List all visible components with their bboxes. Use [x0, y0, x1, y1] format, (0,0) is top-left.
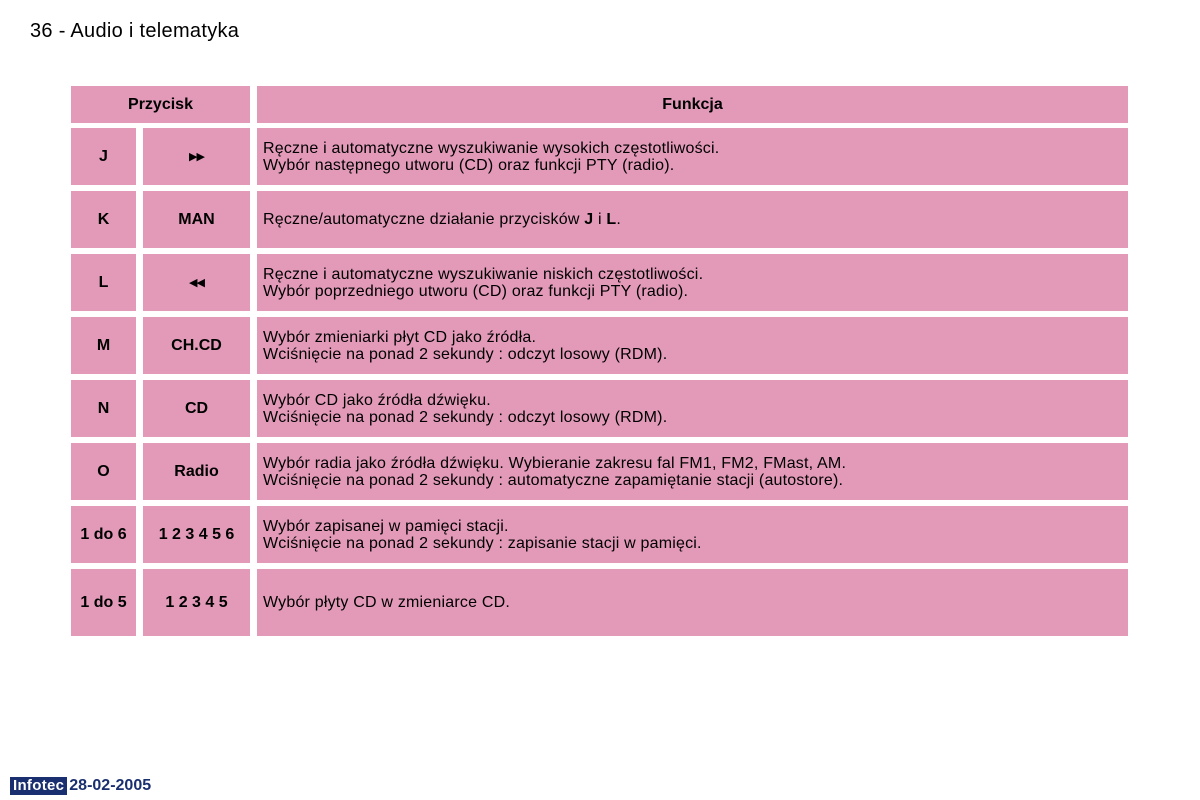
row-function: Ręczne i automatyczne wyszukiwanie wysok… [257, 128, 1128, 185]
row-key: 1 do 6 [71, 506, 136, 563]
row-function: Wybór zmieniarki płyt CD jako źródła. Wc… [257, 317, 1128, 374]
page-header: 36 - Audio i telematyka [30, 20, 240, 42]
function-line: Wybór zmieniarki płyt CD jako źródła. [263, 328, 537, 346]
function-line: Wciśnięcie na ponad 2 sekundy : odczyt l… [263, 408, 668, 426]
function-key-l: L [606, 211, 617, 228]
function-line: Wybór zapisanej w pamięci stacji. [263, 517, 509, 535]
row-key: M [71, 317, 136, 374]
infotec-logo: Infotec [10, 777, 68, 795]
function-line: Wybór radia jako źródła dźwięku. Wybiera… [263, 454, 847, 472]
header-function: Funkcja [257, 86, 1128, 123]
function-line: Wciśnięcie na ponad 2 sekundy : zapisani… [263, 534, 702, 552]
row-button: Radio [143, 443, 250, 500]
row-function: Wybór radia jako źródła dźwięku. Wybiera… [257, 443, 1128, 500]
function-line: Wybór poprzedniego utworu (CD) oraz funk… [263, 282, 689, 300]
row-key: 1 do 5 [71, 569, 136, 636]
row-function: Wybór zapisanej w pamięci stacji. Wciśni… [257, 506, 1128, 563]
row-function: Wybór płyty CD w zmieniarce CD. [257, 569, 1128, 636]
function-text: Ręczne/automatyczne działanie przycisków [263, 211, 585, 228]
row-function: Ręczne i automatyczne wyszukiwanie niski… [257, 254, 1128, 311]
row-key: N [71, 380, 136, 437]
row-button: ▶▶ [143, 128, 250, 185]
function-line: Wybór CD jako źródła dźwięku. [263, 391, 491, 409]
function-line: Wciśnięcie na ponad 2 sekundy : automaty… [263, 471, 844, 489]
row-key: K [71, 191, 136, 248]
row-function: Ręczne/automatyczne działanie przycisków… [257, 191, 1128, 248]
function-key-j: J [584, 211, 594, 228]
row-button: 1 2 3 4 5 [143, 569, 250, 636]
footer: Infotec 28-02-2005 [10, 776, 151, 796]
function-text-mid: i [593, 211, 607, 228]
row-key: L [71, 254, 136, 311]
row-key: O [71, 443, 136, 500]
row-key: J [71, 128, 136, 185]
row-button: 1 2 3 4 5 6 [143, 506, 250, 563]
fast-forward-icon: ▶▶ [189, 151, 205, 163]
function-line: Ręczne i automatyczne wyszukiwanie niski… [263, 265, 704, 283]
function-line: Wciśnięcie na ponad 2 sekundy : odczyt l… [263, 345, 668, 363]
function-line: Wybór płyty CD w zmieniarce CD. [263, 594, 510, 611]
row-function: Wybór CD jako źródła dźwięku. Wciśnięcie… [257, 380, 1128, 437]
row-button: CH.CD [143, 317, 250, 374]
row-button: ◀◀ [143, 254, 250, 311]
row-button: CD [143, 380, 250, 437]
row-button: MAN [143, 191, 250, 248]
function-line: Wybór następnego utworu (CD) oraz funkcj… [263, 156, 675, 174]
header-button: Przycisk [71, 86, 250, 123]
footer-date: 28-02-2005 [69, 777, 152, 794]
function-line: Ręczne i automatyczne wyszukiwanie wysok… [263, 139, 720, 157]
function-text-end: . [616, 211, 622, 228]
rewind-icon: ◀◀ [189, 277, 205, 289]
